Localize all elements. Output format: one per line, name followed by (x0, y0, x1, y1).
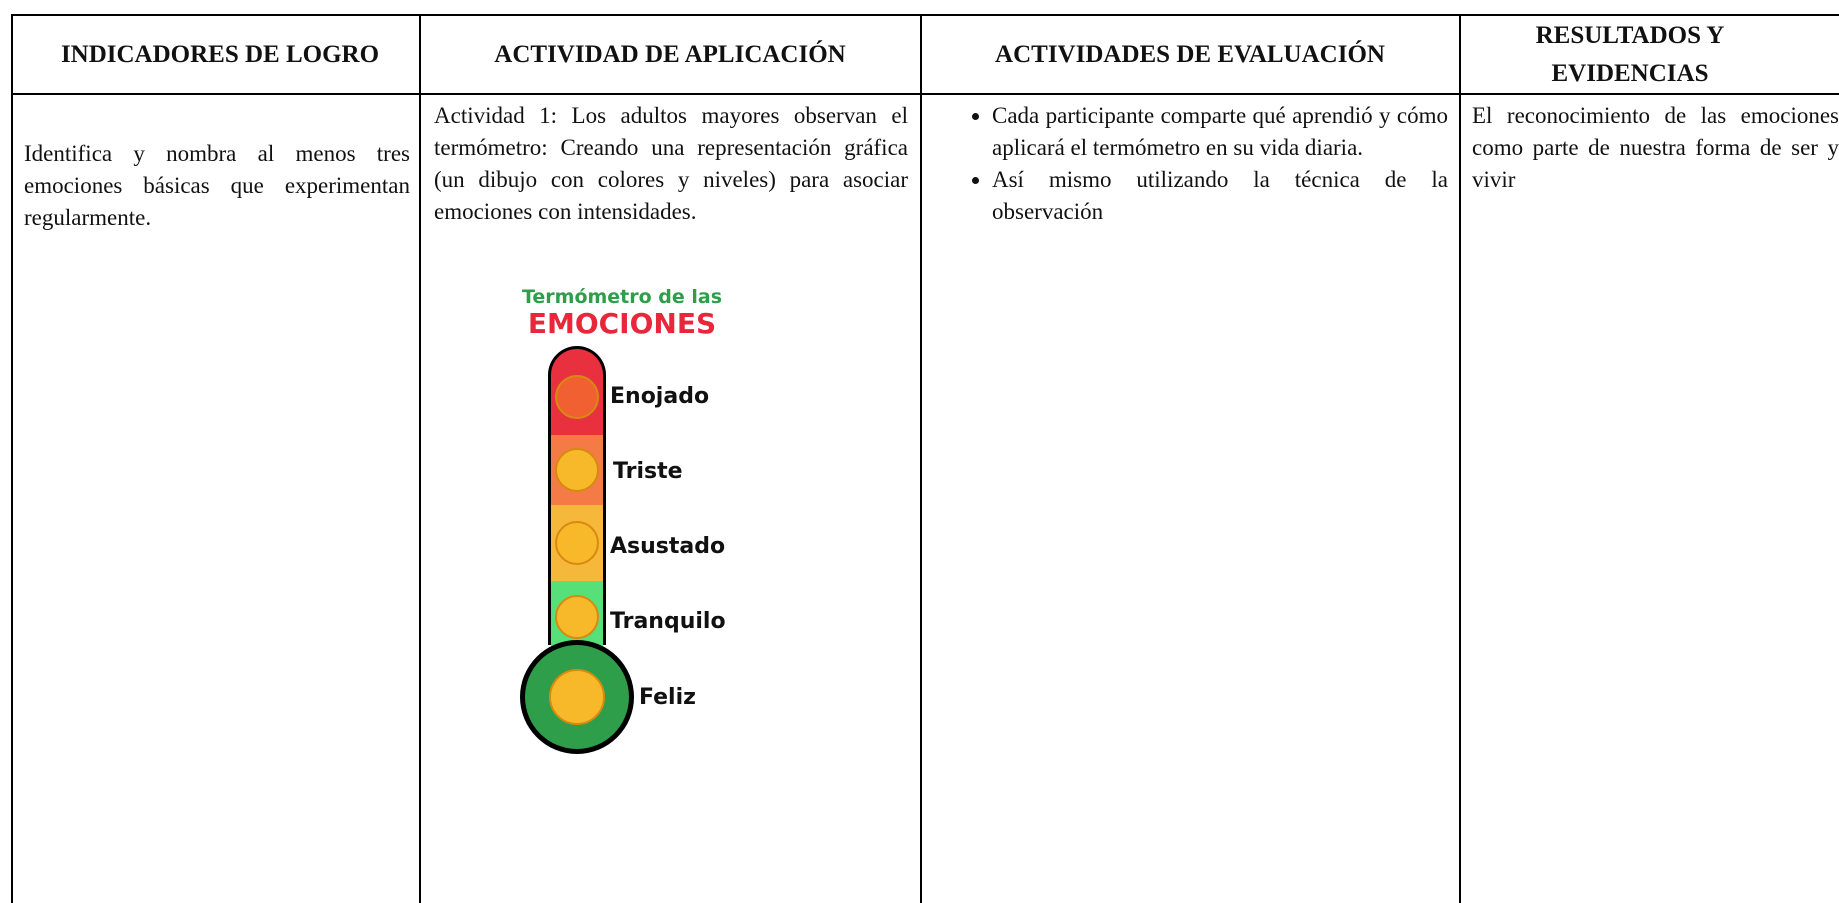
cell-text: Identifica y nombra al menos tres emocio… (24, 141, 410, 230)
border (419, 14, 421, 903)
border (11, 14, 13, 903)
header-cell: ACTIVIDADES DE EVALUACIÓN (995, 41, 1385, 68)
level-label: Triste (613, 459, 683, 484)
header-cell: RESULTADOS Y EVIDENCIAS (1535, 22, 1725, 87)
level-label: Tranquilo (610, 609, 726, 634)
thermometer-heading: EMOCIONES (528, 307, 716, 340)
level-label: Feliz (639, 685, 696, 710)
level-label: Enojado (610, 384, 709, 409)
thermometer-image: Termómetro de las EMOCIONES Enojado Tris… (520, 286, 726, 754)
cell-text: Actividad 1: Los adultos mayores observa… (434, 103, 908, 224)
list-item: Cada participante comparte qué aprendió … (992, 100, 1448, 164)
cell-text: El reconocimiento de las emociones como … (1472, 103, 1839, 192)
border (920, 14, 922, 903)
list-item: Así mismo utilizando la técnica de la ob… (992, 164, 1448, 228)
border (12, 93, 1839, 95)
cell-list: Cada participante comparte qué aprendió … (940, 100, 1448, 228)
thermometer-title: Termómetro de las (522, 286, 722, 308)
header-cell: ACTIVIDAD DE APLICACIÓN (494, 41, 846, 68)
level-label: Asustado (610, 534, 725, 559)
border (12, 14, 1839, 16)
border (1459, 14, 1461, 903)
header-cell: INDICADORES DE LOGRO (60, 41, 380, 68)
